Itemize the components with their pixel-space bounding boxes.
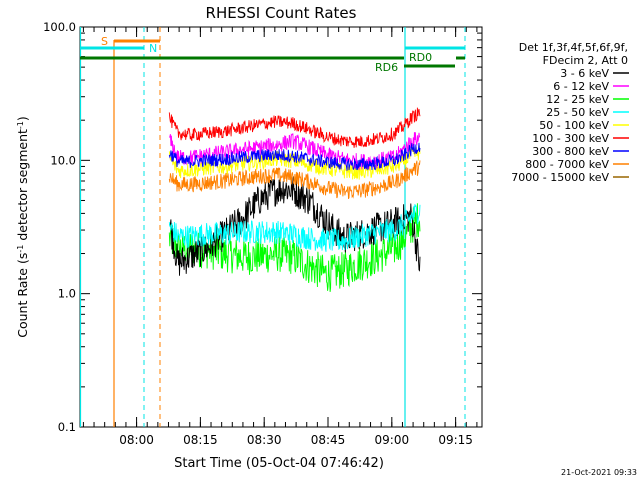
saa-label: S: [101, 35, 108, 48]
y-tick-label: 100.0: [43, 20, 76, 34]
x-tick-label: 08:00: [119, 433, 154, 447]
series-line-100-300keV: [168, 107, 421, 148]
x-tick-label: 08:30: [247, 433, 282, 447]
data-series: [168, 107, 421, 292]
legend-label: 12 - 25 keV: [546, 93, 609, 106]
legend-label: 300 - 800 keV: [532, 145, 609, 158]
series-line-800-7000keV: [168, 160, 421, 199]
rd6-label: RD6: [375, 61, 398, 74]
time-markers: S N RD6 RD0: [79, 27, 466, 427]
y-tick-label: 0.1: [58, 420, 76, 434]
legend-header-line1: Det 1f,3f,4f,5f,6f,9f,: [519, 41, 628, 54]
legend-label: 25 - 50 keV: [546, 106, 609, 119]
legend-label: 7000 - 15000 keV: [511, 171, 609, 184]
series-line-25-50keV: [168, 204, 421, 252]
legend-label: 3 - 6 keV: [560, 67, 609, 80]
x-tick-label: 09:15: [438, 433, 473, 447]
x-axis-ticks: 08:00 08:15 08:30 08:45 09:00 09:15: [82, 27, 478, 447]
legend-header-line2: FDecim 2, Att 0: [543, 54, 628, 67]
x-tick-label: 09:00: [375, 433, 410, 447]
night-label: N: [149, 42, 157, 55]
legend: Det 1f,3f,4f,5f,6f,9f, FDecim 2, Att 0 3…: [511, 41, 629, 184]
plot-timestamp: 21-Oct-2021 09:33: [561, 468, 637, 477]
x-tick-label: 08:45: [311, 433, 346, 447]
series-line-300-800keV: [168, 142, 421, 171]
x-tick-label: 08:15: [183, 433, 218, 447]
y-tick-label: 10.0: [50, 153, 76, 167]
y-tick-label: 1.0: [58, 287, 76, 301]
chart-title: RHESSI Count Rates: [206, 4, 357, 22]
series-line-12-25keV: [168, 203, 421, 292]
legend-label: 50 - 100 keV: [539, 119, 609, 132]
y-axis-label: Count Rate (s-1 detector segment-1): [15, 116, 30, 338]
legend-label: 6 - 12 keV: [553, 80, 609, 93]
legend-label: 800 - 7000 keV: [525, 158, 609, 171]
x-axis-label: Start Time (05-Oct-04 07:46:42): [174, 456, 384, 471]
legend-label: 100 - 300 keV: [532, 132, 609, 145]
rd0-label: RD0: [409, 51, 432, 64]
